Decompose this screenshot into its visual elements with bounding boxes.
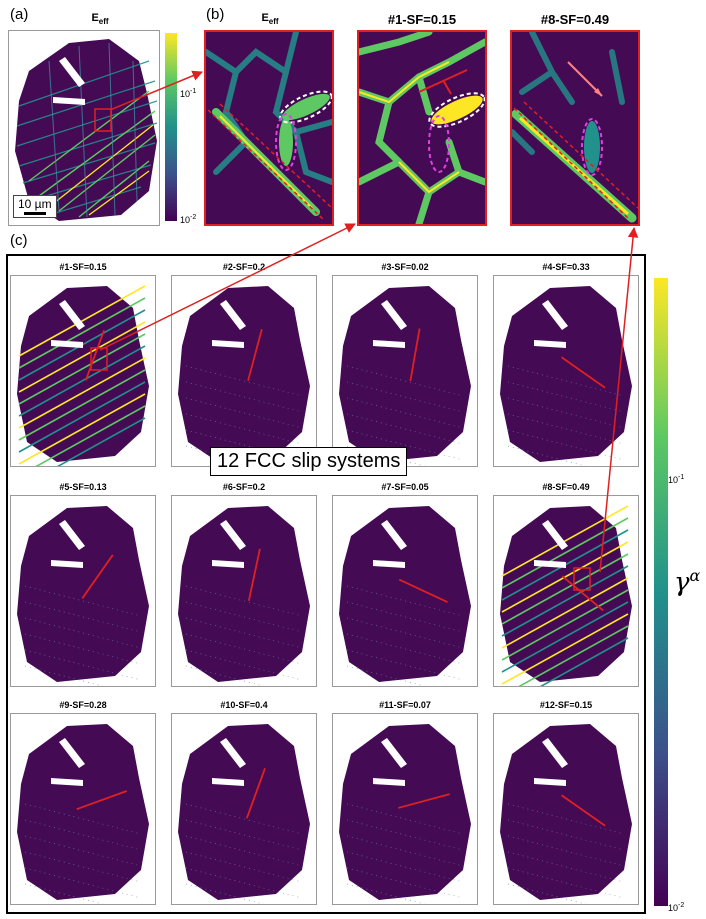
tile-title: #5-SF=0.13 — [59, 482, 107, 492]
grain-map-svg — [500, 505, 632, 686]
grain-map-svg — [178, 286, 310, 466]
grain-map-svg — [17, 724, 149, 904]
grain-map-svg — [339, 506, 471, 686]
panel-c-colorbar-tick-high: 10-1 — [668, 474, 685, 485]
grain-map-svg — [17, 285, 149, 466]
panel-a-map: 10 µm — [8, 30, 160, 226]
panel-c-colorbar-tick-low: 10-2 — [668, 902, 685, 913]
grain-map-svg — [17, 506, 149, 686]
zoom-slip-1 — [357, 30, 487, 226]
slip-map-1 — [10, 275, 156, 467]
slip-map-11 — [332, 713, 478, 905]
slip-map-9 — [10, 713, 156, 905]
panel-c-colorbar — [654, 278, 668, 906]
panel-b-title-2: #1-SF=0.15 — [387, 12, 457, 27]
grain-map-svg — [339, 286, 471, 466]
tile-title: #2-SF=0.2 — [222, 262, 266, 272]
grain-map-svg — [500, 724, 632, 904]
slip-map-4 — [493, 275, 639, 467]
panel-a-colorbar — [165, 33, 177, 221]
grain-map-svg — [178, 506, 310, 686]
tile-title: #10-SF=0.4 — [220, 700, 268, 710]
panel-a-colorbar-tick-high: 10-1 — [180, 88, 197, 99]
tile-title: #9-SF=0.28 — [59, 700, 107, 710]
tile-title: #11-SF=0.07 — [379, 700, 431, 710]
tile-title: #12-SF=0.15 — [539, 700, 593, 710]
slip-systems-label: 12 FCC slip systems — [210, 447, 408, 476]
panel-a-colorbar-tick-low: 10-2 — [180, 214, 197, 225]
colorbar-label-gamma: γα — [674, 566, 701, 598]
tile-title: #4-SF=0.33 — [542, 262, 590, 272]
panel-b-title-3: #8-SF=0.49 — [540, 12, 610, 27]
panel-label-c: (c) — [10, 232, 28, 249]
tile-title: #6-SF=0.2 — [222, 482, 266, 492]
grain-map-svg — [500, 286, 632, 466]
grain-map-svg — [339, 724, 471, 904]
grain-map-svg — [178, 724, 310, 904]
slip-map-2 — [171, 275, 317, 467]
tile-title: #7-SF=0.05 — [381, 482, 429, 492]
slip-map-7 — [332, 495, 478, 687]
zoom-slip-8 — [510, 30, 640, 226]
tile-title: #8-SF=0.49 — [542, 482, 590, 492]
slip-map-6 — [171, 495, 317, 687]
panel-b-title-1: Eeff — [261, 12, 279, 27]
panel-a-title: Eeff — [91, 12, 109, 27]
tile-title: #3-SF=0.02 — [381, 262, 429, 272]
slip-map-3 — [332, 275, 478, 467]
slip-map-8 — [493, 495, 639, 687]
zoom-eff — [204, 30, 334, 226]
panel-label-a: (a) — [10, 6, 29, 23]
panel-label-b: (b) — [206, 6, 225, 23]
slip-map-10 — [171, 713, 317, 905]
tile-title: #1-SF=0.15 — [59, 262, 107, 272]
slip-map-5 — [10, 495, 156, 687]
scale-bar: 10 µm — [13, 195, 57, 218]
slip-map-12 — [493, 713, 639, 905]
